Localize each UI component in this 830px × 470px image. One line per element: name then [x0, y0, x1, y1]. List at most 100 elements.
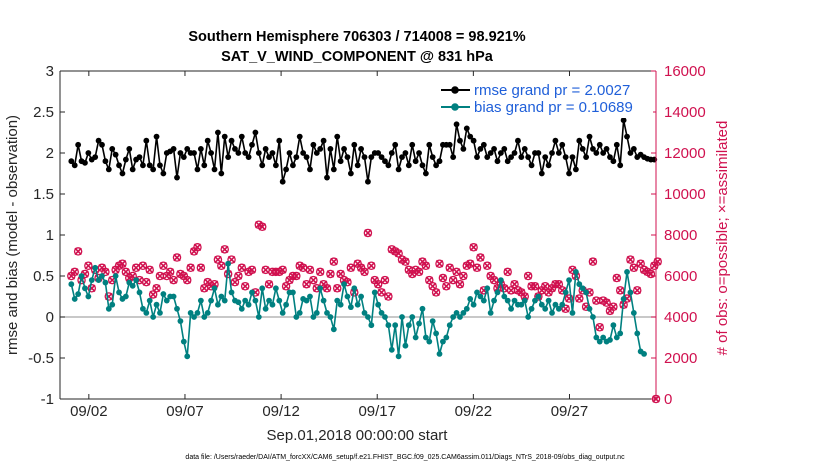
rmse-point — [330, 166, 337, 173]
bias-point — [395, 353, 402, 360]
rmse-point — [487, 150, 494, 156]
rmse-point — [450, 154, 457, 161]
rmse-point — [129, 166, 136, 173]
bias-point — [429, 318, 436, 324]
obs-possible-point — [629, 263, 639, 273]
rmse-point — [344, 154, 351, 161]
rmse-point — [327, 146, 334, 152]
rmse-point — [576, 137, 583, 144]
obs-assimilated-point — [452, 268, 461, 276]
rmse-point — [276, 137, 283, 144]
bias-point — [180, 338, 187, 345]
obs-possible-point — [373, 279, 383, 289]
rmse-point — [511, 150, 518, 156]
bias-point — [521, 297, 528, 304]
bias-point — [238, 305, 245, 312]
bias-point — [276, 297, 283, 304]
obs-assimilated-point — [139, 261, 147, 270]
bias-point — [102, 279, 109, 286]
rmse-point — [228, 137, 235, 144]
bias-point — [552, 301, 559, 308]
obs-assimilated-point — [473, 264, 481, 272]
bias-point — [433, 330, 440, 337]
bias-point — [392, 322, 399, 329]
bias-point — [450, 314, 457, 320]
obs-assimilated-point — [326, 270, 335, 278]
rmse-point — [491, 146, 497, 152]
bias-point — [320, 297, 327, 304]
rmse-point — [75, 141, 82, 148]
obs-assimilated-point — [367, 261, 376, 270]
obs-possible-point — [503, 267, 512, 277]
y-left-tick-label: -1 — [41, 391, 54, 408]
rmse-point — [559, 141, 566, 148]
rmse-point — [211, 166, 218, 173]
obs-possible-point — [329, 257, 339, 266]
bias-point — [215, 301, 221, 308]
y-right-tick-label: 6000 — [664, 268, 697, 285]
rmse-point — [341, 146, 347, 152]
bias-point — [487, 310, 494, 316]
plot-area — [60, 71, 656, 399]
obs-assimilated-point — [595, 323, 604, 332]
obs-assimilated-point — [333, 284, 342, 293]
bias-point — [630, 310, 637, 316]
chart-title-line2: SAT_V_WIND_COMPONENT @ 831 hPa — [221, 49, 494, 65]
bias-series — [68, 260, 647, 360]
bias-point — [412, 334, 419, 341]
obs-assimilated-point — [336, 270, 345, 278]
obs-assimilated-point — [602, 298, 611, 307]
obs-assimilated-point — [364, 229, 372, 237]
obs-assimilated-point — [630, 264, 638, 272]
bias-point — [109, 301, 116, 308]
obs-assimilated-point — [575, 294, 584, 303]
x-tick-label: 09/17 — [358, 403, 396, 420]
x-tick-label: 09/12 — [262, 403, 300, 420]
obs-possible-point — [523, 271, 533, 281]
bias-point — [228, 289, 235, 296]
obs-assimilated-point — [70, 268, 79, 276]
bias-point — [467, 296, 474, 302]
obs-assimilated-point — [323, 284, 331, 293]
bias-point — [163, 297, 170, 304]
obs-assimilated-point — [238, 264, 246, 272]
bias-point — [177, 318, 184, 324]
obs-assimilated-point — [401, 257, 410, 266]
obs-possible-point — [172, 253, 182, 262]
obs-possible-point — [138, 261, 148, 270]
obs-assimilated-point — [626, 255, 635, 264]
rmse-point — [242, 150, 249, 156]
bias-point — [344, 293, 351, 300]
obs-possible-point — [227, 255, 236, 264]
bias-point — [613, 334, 620, 341]
y-right-tick-label: 0 — [664, 391, 672, 408]
rmse-point — [566, 170, 572, 177]
legend-rmse: rmse grand pr = 2.0027 — [474, 82, 630, 99]
obs-possible-point — [315, 267, 325, 277]
bias-point — [187, 310, 194, 316]
bias-point — [504, 297, 511, 304]
bias-point — [283, 301, 289, 308]
rmse-point — [259, 162, 266, 169]
obs-possible-point — [360, 267, 369, 277]
obs-assimilated-point — [241, 282, 249, 291]
rmse-point — [484, 154, 491, 161]
rmse-point — [232, 146, 238, 152]
bias-point — [78, 273, 85, 279]
obs-assimilated-point — [186, 264, 195, 272]
obs-possible-point — [482, 261, 492, 270]
bias-point — [160, 291, 167, 297]
data-file-footer: data file: /Users/raeder/DAI/ATM_forcXX/… — [185, 454, 625, 461]
obs-possible-point — [442, 281, 451, 291]
bias-point — [607, 337, 613, 343]
obs-assimilated-point — [640, 266, 648, 274]
rmse-point — [82, 159, 88, 166]
rmse-point — [555, 150, 562, 156]
obs-assimilated-point — [145, 266, 154, 274]
rmse-point — [204, 137, 211, 144]
bias-point — [259, 285, 266, 292]
rmse-point — [572, 166, 579, 173]
obs-assimilated-point — [258, 223, 266, 231]
obs-possible-point — [182, 275, 192, 285]
bias-point — [375, 301, 382, 308]
